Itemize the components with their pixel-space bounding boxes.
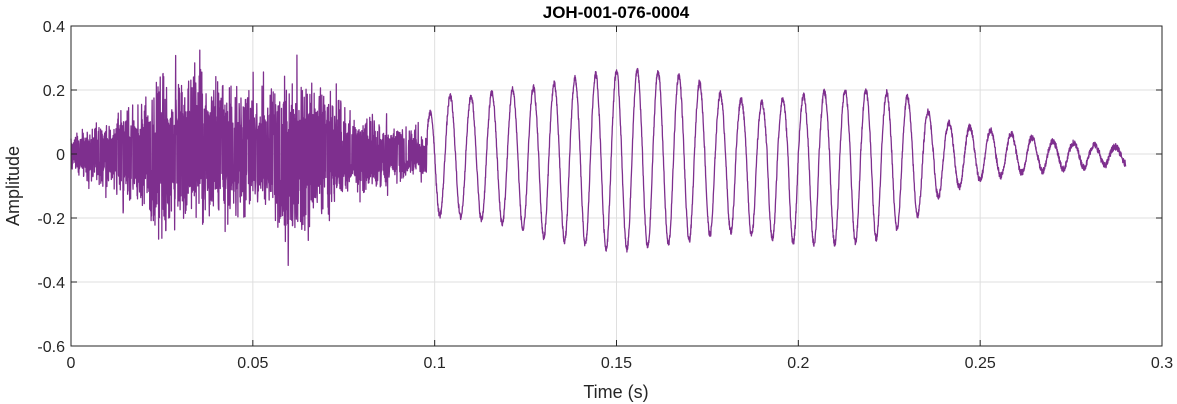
x-tick-label: 0.25 [965, 355, 996, 372]
tick-marks [70, 25, 1163, 347]
x-tick-label: 0.2 [787, 355, 809, 372]
y-axis-label: Amplitude [3, 146, 23, 226]
x-tick-label: 0.1 [424, 355, 446, 372]
y-tick-label: -0.4 [37, 275, 65, 292]
y-tick-label: 0.4 [43, 19, 65, 36]
y-tick-labels: -0.6 -0.4 -0.2 0 0.2 0.4 [37, 19, 65, 356]
x-tick-label: 0.3 [1151, 355, 1173, 372]
signal-trace [70, 49, 1127, 266]
x-tick-label: 0.15 [601, 355, 632, 372]
x-tick-label: 0.05 [237, 355, 268, 372]
y-tick-label: 0 [56, 147, 65, 164]
y-tick-label: -0.2 [37, 211, 65, 228]
y-tick-label: 0.2 [43, 83, 65, 100]
x-tick-label: 0 [67, 355, 76, 372]
chart-title: JOH-001-076-0004 [543, 3, 690, 22]
x-tick-labels: 0 0.05 0.1 0.15 0.2 0.25 0.3 [67, 355, 1174, 372]
signal-line [70, 49, 1127, 266]
y-tick-label: -0.6 [37, 339, 65, 356]
x-axis-label: Time (s) [583, 382, 648, 402]
